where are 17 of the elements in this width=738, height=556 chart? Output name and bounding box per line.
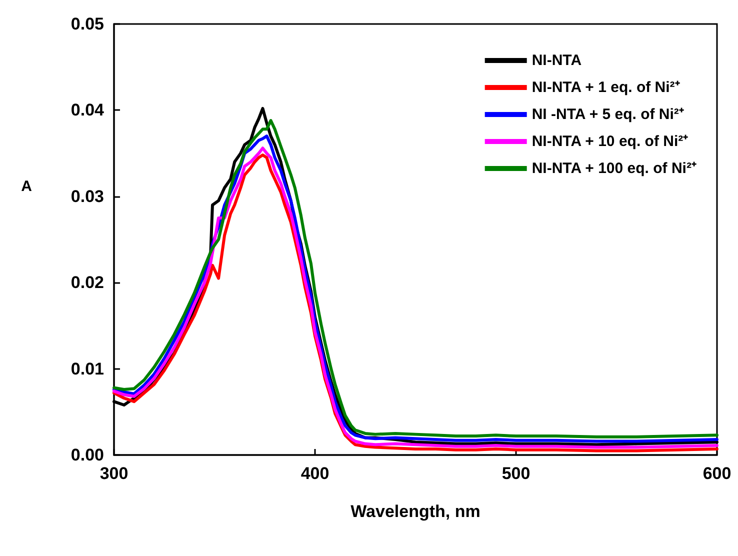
legend-label: NI-NTA [532,52,582,69]
y-tick-label: 0.04 [70,100,105,120]
legend-label: NI-NTA + 1 eq. of Ni²⁺ [532,79,680,96]
x-axis-title: Wavelength, nm [350,502,480,521]
legend-label: NI-NTA + 10 eq. of Ni²⁺ [532,133,688,150]
y-tick-label: 0.03 [70,186,104,206]
legend-label: NI-NTA + 100 eq. of Ni²⁺ [532,160,696,177]
x-tick-label: 500 [502,464,530,483]
y-tick-label: 0.02 [70,273,104,292]
legend-label: NI -NTA + 5 eq. of Ni²⁺ [532,106,684,123]
x-tick-label: 600 [702,464,732,483]
y-tick-label: 0.05 [70,14,104,34]
y-tick-label: 0.01 [70,359,104,378]
y-axis-title: A [21,178,32,195]
y-tick-label: 0.00 [70,446,104,464]
x-tick-label: 400 [300,464,330,483]
x-tick-label: 300 [100,464,128,483]
